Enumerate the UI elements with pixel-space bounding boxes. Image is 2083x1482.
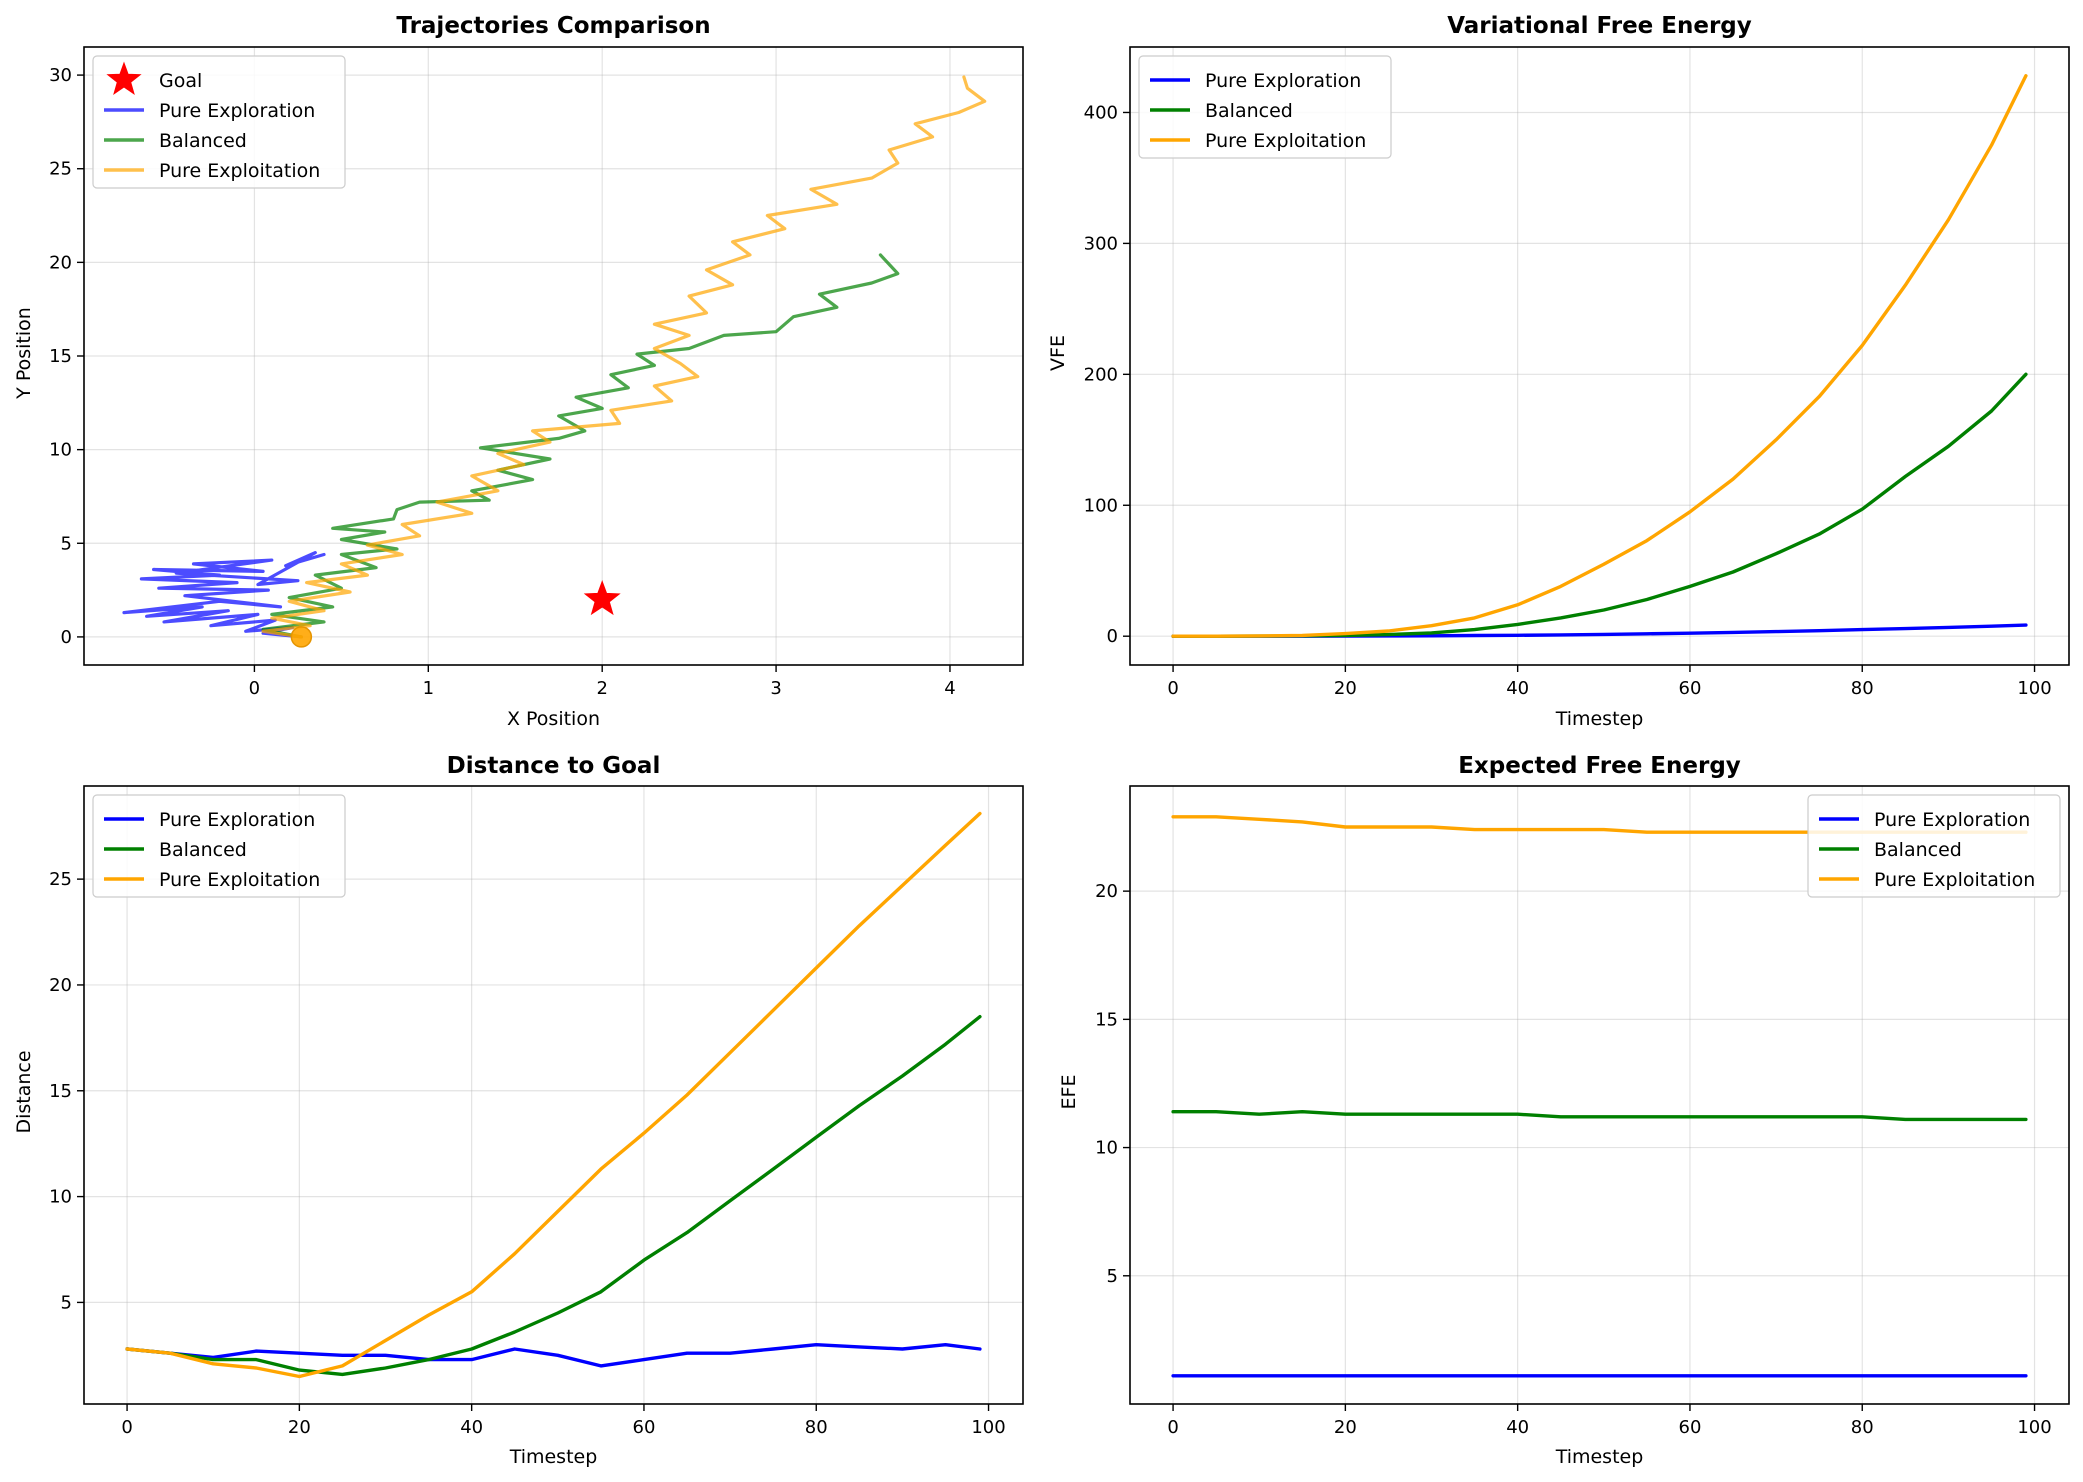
x-tick-label: 80 — [805, 1417, 828, 1438]
panel-trajectories: Trajectories Comparison 0 1 2 3 4 0 5 10 15 20 25 3… — [13, 13, 1024, 730]
x-tick-label: 1 — [423, 678, 434, 699]
x-tick-label: 0 — [1167, 678, 1178, 699]
y-tick-label: 10 — [1095, 1138, 1118, 1159]
x-tick-label: 2 — [596, 678, 607, 699]
panel-efe: Expected Free Energy 0 20 40 60 80 100 5 10 15 20… — [1058, 753, 2070, 1468]
legend-goal-star — [106, 61, 142, 95]
x-tick-label: 80 — [1851, 1417, 1874, 1438]
axes-frame — [83, 785, 1024, 1405]
panel-title: Trajectories Comparison — [396, 13, 710, 39]
legend-label: Pure Exploitation — [159, 869, 320, 891]
legend-label: Pure Exploration — [159, 100, 315, 122]
x-tick-label: 40 — [1506, 1417, 1529, 1438]
y-tick-label: 20 — [49, 975, 72, 996]
y-tick-label: 300 — [1084, 233, 1118, 254]
series-line — [1171, 1109, 2028, 1122]
panel-title: Distance to Goal — [447, 753, 661, 779]
legend-label: Pure Exploration — [1874, 809, 2030, 831]
y-tick-label: 0 — [1107, 626, 1118, 647]
y-tick-label: 30 — [49, 65, 72, 86]
y-tick-label: 10 — [49, 1187, 72, 1208]
x-tick-label: 0 — [1167, 1417, 1178, 1438]
x-axis-label: Timestep — [1555, 1446, 1644, 1468]
x-tick-label: 20 — [288, 1417, 311, 1438]
y-tick-label: 25 — [49, 869, 72, 890]
y-tick-label: 15 — [49, 346, 72, 367]
x-tick-label: 100 — [971, 1417, 1005, 1438]
legend-box — [1138, 55, 1392, 159]
x-tick-label: 20 — [1334, 678, 1357, 699]
legend-box — [92, 794, 346, 898]
x-tick-label: 40 — [1506, 678, 1529, 699]
x-tick-label: 0 — [121, 1417, 132, 1438]
y-tick-label: 15 — [1095, 1009, 1118, 1030]
y-tick-label: 20 — [49, 252, 72, 273]
panel-vfe: Variational Free Energy 0 20 40 60 80 100 0 100… — [1047, 13, 2070, 730]
legend-label: Pure Exploration — [1205, 70, 1361, 92]
y-tick-label: 20 — [1095, 881, 1118, 902]
y-tick-label: 100 — [1084, 495, 1118, 516]
x-tick-label: 20 — [1334, 1417, 1357, 1438]
x-tick-label: 40 — [460, 1417, 483, 1438]
x-tick-label: 100 — [2017, 1417, 2051, 1438]
legend-label: Balanced — [1205, 100, 1293, 122]
legend-label: Pure Exploitation — [159, 160, 320, 182]
y-axis-label: Y Position — [13, 307, 35, 400]
y-tick-label: 400 — [1084, 102, 1118, 123]
start-marker — [290, 626, 313, 648]
legend-label: Pure Exploration — [159, 809, 315, 831]
x-axis-label: X Position — [507, 708, 600, 730]
x-tick-label: 60 — [1679, 678, 1702, 699]
x-tick-label: 80 — [1851, 678, 1874, 699]
legend-label: Goal — [159, 70, 202, 92]
series-line — [261, 75, 987, 639]
x-tick-label: 100 — [2017, 678, 2051, 699]
y-axis-label: Distance — [13, 1050, 35, 1133]
y-axis-label: VFE — [1047, 335, 1069, 371]
axes-frame — [1129, 46, 2070, 666]
y-tick-label: 200 — [1084, 364, 1118, 385]
x-tick-label: 60 — [1679, 1417, 1702, 1438]
legend-label: Pure Exploitation — [1874, 869, 2035, 891]
panel-distance: Distance to Goal 0 20 40 60 80 100 5 10 15 20 25 Pu… — [13, 753, 1024, 1468]
y-tick-label: 10 — [49, 440, 72, 461]
series-line — [125, 1342, 982, 1368]
y-tick-label: 15 — [49, 1081, 72, 1102]
y-axis-label: EFE — [1058, 1075, 1080, 1110]
y-tick-label: 25 — [49, 159, 72, 180]
x-tick-label: 3 — [770, 678, 781, 699]
y-tick-label: 5 — [61, 1292, 72, 1313]
x-axis-label: Timestep — [509, 1446, 598, 1468]
x-tick-label: 60 — [633, 1417, 656, 1438]
panel-title: Variational Free Energy — [1447, 13, 1752, 39]
y-tick-label: 5 — [1107, 1266, 1118, 1287]
x-axis-label: Timestep — [1555, 708, 1644, 730]
panel-title: Expected Free Energy — [1458, 753, 1741, 779]
legend-label: Pure Exploitation — [1205, 130, 1366, 152]
x-tick-label: 0 — [249, 678, 260, 699]
goal-star-marker — [583, 580, 621, 616]
legend-label: Balanced — [159, 130, 247, 152]
legend-box — [1807, 794, 2061, 898]
y-tick-label: 0 — [61, 627, 72, 648]
series-line — [125, 811, 982, 1379]
legend-label: Balanced — [159, 839, 247, 861]
legend-label: Balanced — [1874, 839, 1962, 861]
axes-frame — [1129, 785, 2070, 1405]
legend-box — [92, 55, 346, 189]
series-line — [1171, 74, 2028, 638]
x-tick-label: 4 — [944, 678, 955, 699]
series-line — [125, 1015, 982, 1377]
series-line — [122, 550, 326, 639]
y-tick-label: 5 — [61, 533, 72, 554]
